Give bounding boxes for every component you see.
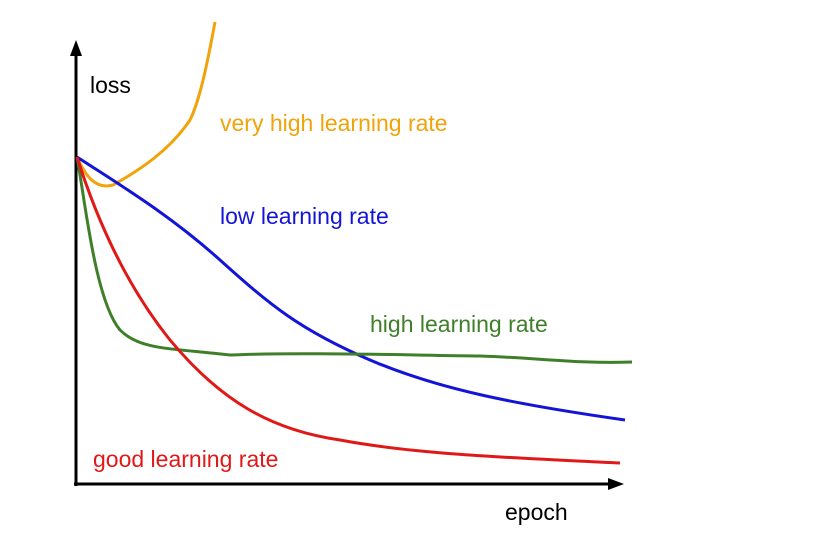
good-rate-curve bbox=[75, 156, 621, 465]
curve-label: high learning rate bbox=[370, 311, 548, 337]
y-axis-label: loss bbox=[90, 72, 131, 98]
x-axis-arrow bbox=[608, 478, 624, 490]
curve-label: good learning rate bbox=[93, 446, 278, 472]
y-axis-arrow bbox=[70, 40, 82, 56]
curve-label: low learning rate bbox=[220, 203, 389, 229]
curve-label: very high learning rate bbox=[220, 110, 448, 136]
high-rate-curve bbox=[75, 156, 633, 364]
very-high-rate-curve bbox=[75, 21, 217, 188]
x-axis-label: epoch bbox=[505, 499, 568, 525]
low-rate-curve bbox=[76, 155, 626, 422]
